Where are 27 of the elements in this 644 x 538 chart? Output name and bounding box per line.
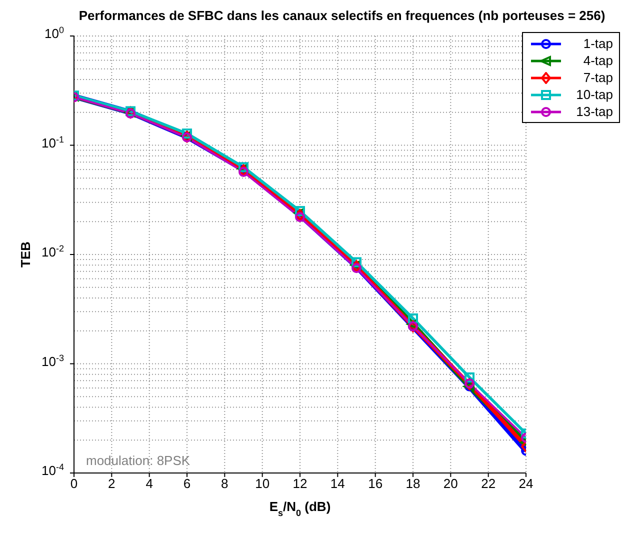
x-tick-label: 24 bbox=[518, 476, 534, 492]
annotation: modulation: 8PSK bbox=[86, 453, 190, 468]
legend-label: 7-tap bbox=[582, 70, 613, 85]
y-axis-title: TEB bbox=[18, 242, 33, 268]
x-tick-label: 20 bbox=[443, 476, 458, 492]
y-tick-label: 10$^{-2}$ bbox=[42, 244, 64, 260]
x-tick-label: 12 bbox=[292, 476, 308, 492]
x-tick-label: 8 bbox=[221, 476, 228, 492]
x-tick-label: 6 bbox=[183, 476, 191, 492]
y-tick-label: 10$^{0}$ bbox=[44, 25, 64, 41]
y-tick-label: 10$^{-3}$ bbox=[42, 352, 64, 369]
legend-label: 1-tap bbox=[582, 36, 613, 51]
x-tick-label: 16 bbox=[368, 476, 383, 492]
x-tick-label: 14 bbox=[330, 476, 345, 492]
x-tick-label: 22 bbox=[481, 476, 496, 492]
x-axis-title: E$_{s}$/N$_{0}$ (dB) bbox=[269, 499, 331, 518]
y-tick-label: 10$^{-1}$ bbox=[42, 134, 64, 150]
chart-title: Performances de SFBC dans les canaux selectifs en frequences (nb porteuses = 256) bbox=[78, 8, 606, 23]
legend-label: 13-tap bbox=[575, 104, 613, 119]
x-tick-label: 0 bbox=[70, 476, 78, 492]
x-tick-label: 18 bbox=[406, 476, 420, 492]
x-tick-label: 4 bbox=[146, 476, 153, 492]
legend-label: 10-tap bbox=[575, 87, 613, 102]
y-tick-label: 10$^{-4}$ bbox=[42, 462, 64, 478]
x-tick-label: 2 bbox=[108, 476, 116, 492]
x-tick-label: 10 bbox=[255, 476, 270, 492]
legend-label: 4-tap bbox=[582, 53, 613, 68]
